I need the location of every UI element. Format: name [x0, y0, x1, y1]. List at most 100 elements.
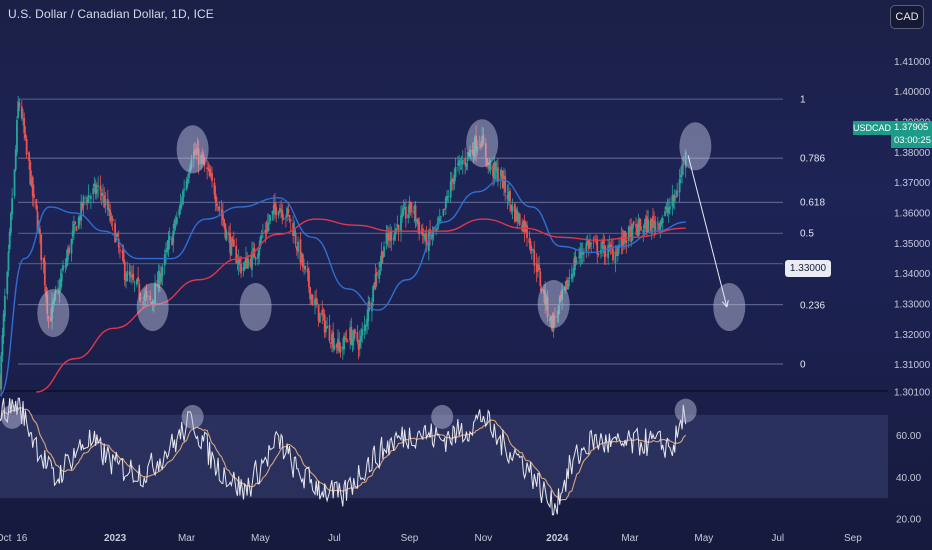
- candle-body: [129, 274, 132, 278]
- candle-body: [246, 257, 249, 269]
- candle-body: [231, 238, 234, 242]
- x-tick-label: May: [251, 533, 270, 544]
- candle-body: [590, 243, 593, 245]
- candle-body: [68, 247, 70, 253]
- candle-body: [277, 211, 280, 216]
- x-tick-label: 2023: [104, 533, 127, 544]
- candle-body: [109, 210, 112, 222]
- rsi-highlight-circle-3: [674, 398, 697, 423]
- candle-body: [289, 219, 292, 221]
- candle-body: [323, 314, 326, 333]
- candle-body: [351, 338, 354, 346]
- candle-body: [25, 138, 28, 155]
- candle-body: [566, 279, 568, 290]
- candle-body: [151, 301, 154, 305]
- candle-body: [430, 237, 433, 239]
- candle-body: [349, 327, 352, 341]
- candle-body: [345, 338, 348, 340]
- candle-body: [500, 170, 503, 177]
- candle-body: [604, 254, 607, 256]
- candle-body: [202, 154, 205, 165]
- candle-body: [214, 193, 217, 203]
- candle-body: [104, 198, 107, 206]
- candle-body: [117, 239, 120, 248]
- candle-body: [324, 327, 327, 333]
- candle-body: [392, 237, 395, 240]
- candle-body: [178, 208, 181, 216]
- candle-body: [333, 344, 336, 350]
- candle-body: [308, 270, 310, 288]
- candle-body: [20, 106, 23, 119]
- candle-body: [201, 156, 204, 158]
- candle-body: [493, 162, 496, 179]
- candle-body: [684, 151, 687, 169]
- candle-body: [81, 202, 84, 209]
- candle-body: [465, 163, 468, 167]
- candle-body: [489, 163, 492, 171]
- candle-body: [229, 232, 232, 253]
- candle-body: [482, 135, 485, 145]
- candle-body: [418, 221, 421, 235]
- candle-body: [195, 153, 198, 154]
- candle-body: [218, 206, 221, 211]
- candle-body: [144, 294, 147, 298]
- candle-body: [17, 101, 20, 118]
- projection-arrow: [687, 155, 728, 308]
- candle-body: [653, 220, 656, 229]
- candle-body: [258, 248, 261, 256]
- candle-body: [152, 300, 155, 304]
- candle-body: [447, 195, 450, 197]
- candle-body: [529, 241, 532, 252]
- candle-body: [24, 133, 27, 138]
- candle-body: [102, 193, 104, 195]
- candle-body: [544, 291, 547, 305]
- fib-label-1: 1: [800, 95, 806, 106]
- highlight-circle-4: [466, 119, 499, 168]
- candle-body: [315, 297, 318, 305]
- candle-body: [344, 337, 347, 340]
- candle-body: [321, 309, 324, 316]
- candle-body: [46, 295, 49, 314]
- candle-body: [580, 250, 583, 255]
- candle-body: [631, 224, 634, 241]
- candle-body: [539, 271, 542, 286]
- y-tick-label: 1.33000: [894, 300, 931, 311]
- candle-body: [125, 279, 127, 282]
- candle-body: [413, 205, 416, 215]
- candle-body: [318, 312, 321, 323]
- candle-body: [196, 147, 199, 155]
- candle-body: [264, 229, 267, 234]
- rsi-tick-label: 20.00: [896, 514, 921, 525]
- candle-body: [186, 178, 189, 184]
- candle-body: [70, 239, 73, 254]
- candle-body: [567, 279, 570, 290]
- candle-body: [495, 168, 498, 172]
- candle-body: [609, 244, 612, 248]
- x-tick-label: Mar: [178, 533, 196, 544]
- candle-body: [511, 205, 514, 212]
- candle-body: [464, 157, 467, 165]
- candle-body: [654, 222, 657, 231]
- candle-body: [266, 223, 269, 232]
- candle-body: [326, 326, 328, 329]
- candle-body: [309, 286, 312, 300]
- currency-button[interactable]: CAD: [890, 5, 924, 29]
- candle-body: [371, 302, 373, 312]
- candle-body: [467, 153, 470, 155]
- candle-body: [285, 216, 287, 218]
- rsi-tick-label: 60.00: [896, 431, 921, 442]
- candle-body: [638, 218, 641, 228]
- candle-body: [208, 168, 211, 177]
- candle-body: [108, 208, 110, 212]
- candle-body: [60, 273, 63, 282]
- candle-body: [389, 231, 391, 239]
- candle-body: [180, 202, 183, 204]
- candle-body: [7, 251, 10, 271]
- candle-body: [352, 330, 355, 342]
- candle-body: [573, 258, 576, 276]
- candle-body: [165, 250, 167, 253]
- candle-body: [310, 295, 313, 300]
- candle-body: [322, 313, 325, 315]
- candle-body: [0, 355, 3, 389]
